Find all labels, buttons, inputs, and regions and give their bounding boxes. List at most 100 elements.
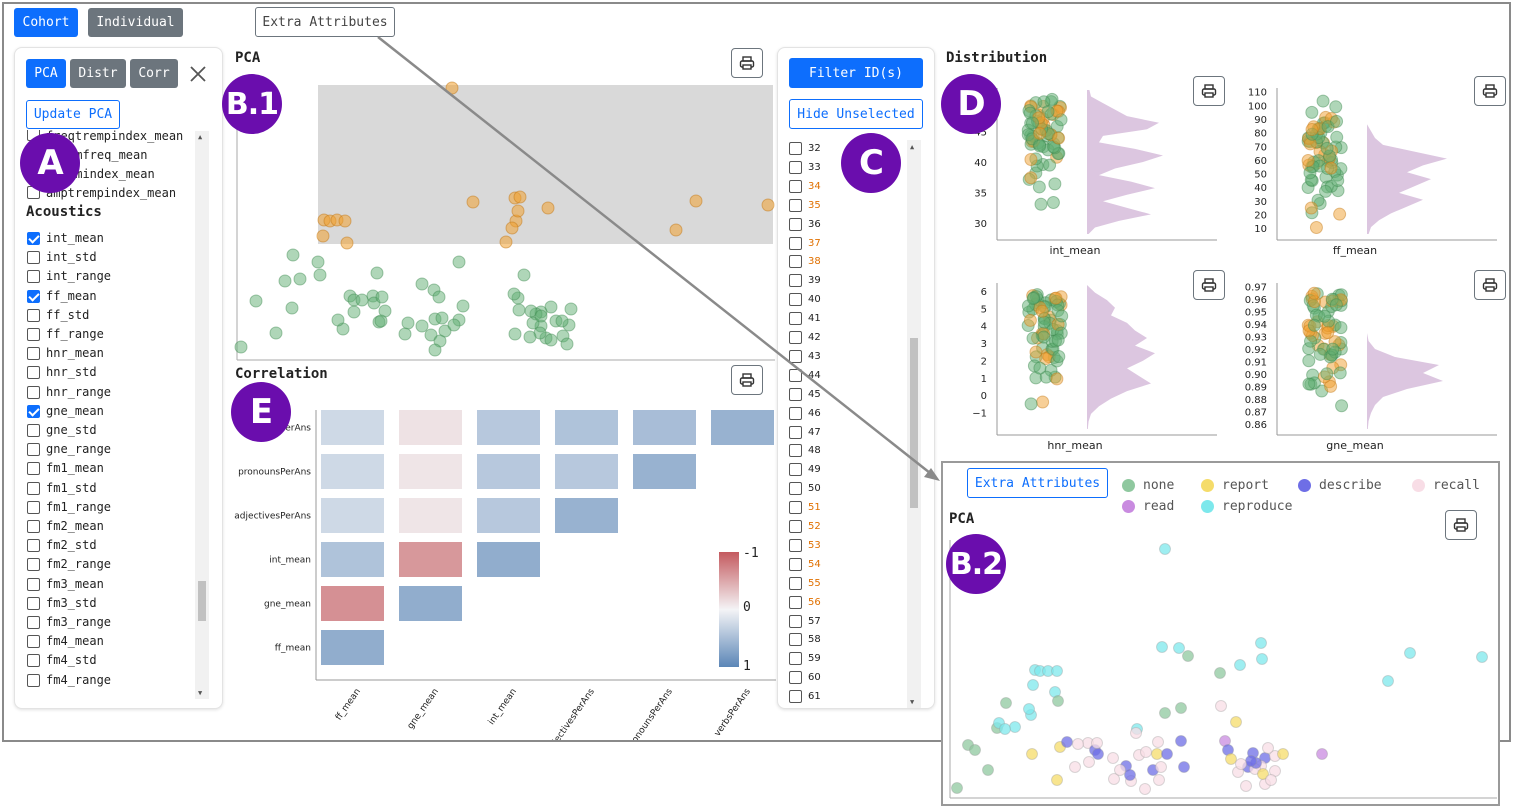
id-checkbox[interactable] xyxy=(789,615,802,628)
feature-checkbox[interactable] xyxy=(27,405,40,418)
legend-label[interactable]: reproduce xyxy=(1222,499,1292,514)
correlation-cell[interactable] xyxy=(321,586,384,621)
correlation-cell[interactable] xyxy=(321,454,384,489)
filter-ids-button[interactable]: Filter ID(s) xyxy=(789,58,923,88)
correlation-cell[interactable] xyxy=(399,586,462,621)
tab-pca[interactable]: PCA xyxy=(26,59,66,88)
id-checkbox[interactable] xyxy=(789,274,802,287)
individual-button[interactable]: Individual xyxy=(88,8,183,37)
id-checkbox[interactable] xyxy=(789,199,802,212)
feature-checkbox[interactable] xyxy=(27,251,40,264)
correlation-matrix[interactable]: verbsPerAns pronounsPerAns adjectivesPerAn… xyxy=(230,395,776,740)
feature-checkbox[interactable] xyxy=(27,482,40,495)
id-checkbox[interactable] xyxy=(789,577,802,590)
close-icon[interactable] xyxy=(188,64,208,84)
correlation-cell[interactable] xyxy=(399,498,462,533)
correlation-cell[interactable] xyxy=(633,454,696,489)
feature-checkbox[interactable] xyxy=(27,232,40,245)
tab-corr[interactable]: Corr xyxy=(130,59,178,88)
distribution-plot[interactable]: 110 100 90 80 70 60 50 40 30 20 10 ff_mean xyxy=(1248,88,1497,257)
correlation-cell[interactable] xyxy=(321,542,384,577)
feature-checkbox[interactable] xyxy=(27,443,40,456)
correlation-cell[interactable] xyxy=(477,454,540,489)
legend-label[interactable]: recall xyxy=(1433,478,1480,493)
id-checkbox[interactable] xyxy=(789,369,802,382)
id-checkbox[interactable] xyxy=(789,558,802,571)
id-checkbox[interactable] xyxy=(789,331,802,344)
correlation-cell[interactable] xyxy=(321,410,384,445)
dist-print-button[interactable] xyxy=(1474,76,1506,106)
id-checkbox[interactable] xyxy=(789,255,802,268)
correlation-cell[interactable] xyxy=(711,410,774,445)
cohort-button[interactable]: Cohort xyxy=(14,8,78,37)
id-checkbox[interactable] xyxy=(789,218,802,231)
feature-checkbox[interactable] xyxy=(27,635,40,648)
feature-checkbox[interactable] xyxy=(27,616,40,629)
id-checkbox[interactable] xyxy=(789,293,802,306)
feature-checkbox[interactable] xyxy=(27,539,40,552)
correlation-cell[interactable] xyxy=(477,410,540,445)
id-checkbox[interactable] xyxy=(789,690,802,703)
id-checkbox[interactable] xyxy=(789,652,802,665)
legend-label[interactable]: read xyxy=(1143,499,1174,514)
feature-checkbox[interactable] xyxy=(27,309,40,322)
distribution-plot[interactable]: 6 5 4 3 2 1 0 −1 hnr_mean xyxy=(972,283,1217,452)
correlation-cell[interactable] xyxy=(477,498,540,533)
id-checkbox[interactable] xyxy=(789,388,802,401)
legend-label[interactable]: none xyxy=(1143,478,1174,493)
id-checkbox[interactable] xyxy=(789,407,802,420)
correlation-cell[interactable] xyxy=(555,498,618,533)
feature-checkbox[interactable] xyxy=(27,597,40,610)
inset-print-button[interactable] xyxy=(1445,510,1477,540)
id-checkbox[interactable] xyxy=(789,142,802,155)
id-checkbox[interactable] xyxy=(789,463,802,476)
correlation-cell[interactable] xyxy=(477,542,540,577)
feature-scrollbar[interactable]: ▲ ▼ xyxy=(195,131,209,699)
dist-print-button[interactable] xyxy=(1193,76,1225,106)
correlation-cell[interactable] xyxy=(633,410,696,445)
distribution-plots[interactable]: 5045403530int_mean1101009080706050403020… xyxy=(940,72,1513,462)
id-checkbox[interactable] xyxy=(789,596,802,609)
correlation-cell[interactable] xyxy=(399,454,462,489)
correlation-cell[interactable] xyxy=(399,410,462,445)
correlation-cell[interactable] xyxy=(555,410,618,445)
legend-label[interactable]: describe xyxy=(1319,478,1382,493)
dist-print-button[interactable] xyxy=(1474,270,1506,300)
id-checkbox[interactable] xyxy=(789,539,802,552)
pca-brush-selection[interactable] xyxy=(318,85,773,244)
feature-checkbox[interactable] xyxy=(27,558,40,571)
update-pca-button[interactable]: Update PCA xyxy=(26,100,120,129)
distribution-plot[interactable]: 5045403530int_mean xyxy=(974,88,1217,257)
id-checkbox[interactable] xyxy=(789,161,802,174)
feature-checkbox[interactable] xyxy=(27,424,40,437)
pca-plot[interactable] xyxy=(230,75,775,365)
feature-checkbox[interactable] xyxy=(27,462,40,475)
feature-checkbox[interactable] xyxy=(27,654,40,667)
feature-checkbox[interactable] xyxy=(27,501,40,514)
dist-print-button[interactable] xyxy=(1193,270,1225,300)
feature-checkbox[interactable] xyxy=(27,366,40,379)
correlation-cell[interactable] xyxy=(555,454,618,489)
inset-pca-plot[interactable] xyxy=(945,540,1497,802)
feature-checkbox[interactable] xyxy=(27,578,40,591)
id-checkbox[interactable] xyxy=(789,482,802,495)
correlation-cell[interactable] xyxy=(321,630,384,665)
extra-attributes-button[interactable]: Extra Attributes xyxy=(255,7,395,37)
feature-checkbox[interactable] xyxy=(27,347,40,360)
inset-extra-attributes-button[interactable]: Extra Attributes xyxy=(967,468,1108,498)
id-checkbox[interactable] xyxy=(789,501,802,514)
id-checkbox[interactable] xyxy=(789,520,802,533)
distribution-plot[interactable]: 0.97 0.960.95 0.940.93 0.920.91 0.900.89 0.88… xyxy=(1245,282,1497,452)
feature-checkbox[interactable] xyxy=(27,520,40,533)
feature-checkbox[interactable] xyxy=(27,270,40,283)
id-checkbox[interactable] xyxy=(789,633,802,646)
id-checkbox[interactable] xyxy=(789,350,802,363)
legend-label[interactable]: report xyxy=(1222,478,1269,493)
correlation-cell[interactable] xyxy=(399,542,462,577)
id-checkbox[interactable] xyxy=(789,426,802,439)
id-checkbox[interactable] xyxy=(789,312,802,325)
feature-checkbox[interactable] xyxy=(27,290,40,303)
id-checkbox[interactable] xyxy=(789,180,802,193)
id-scrollbar[interactable]: ▲ ▼ xyxy=(907,140,921,708)
id-checkbox[interactable] xyxy=(789,237,802,250)
